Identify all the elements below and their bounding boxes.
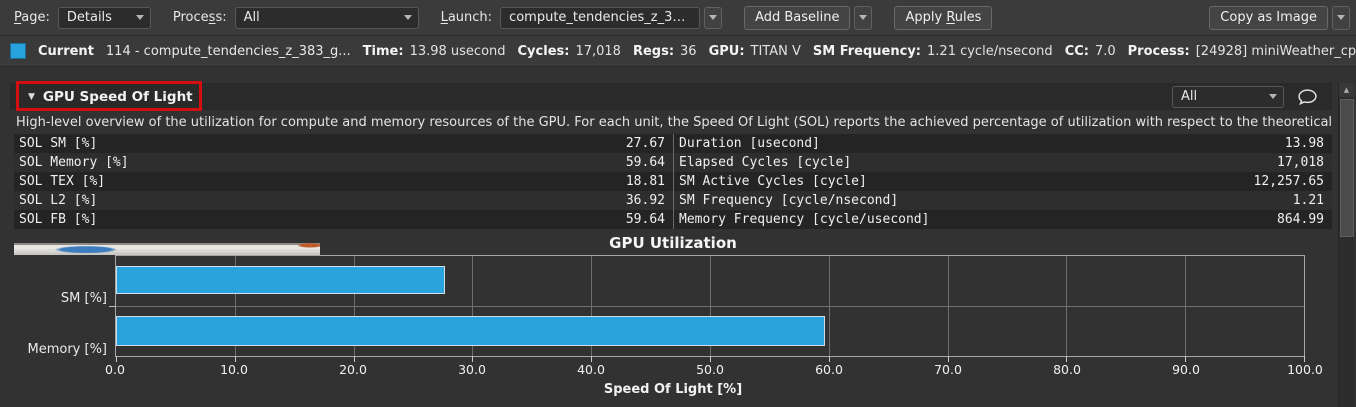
sol-table-left-column: SOL SM [%] 27.67 SOL Memory [%] 59.64 SOL …: [14, 134, 673, 229]
metric-sm-frequency: SM Frequency: 1.21 cycle/nsecond: [812, 43, 1053, 59]
add-baseline-button[interactable]: Add Baseline: [744, 5, 851, 30]
table-row: Memory Frequency [cycle/usecond] 864.99: [674, 210, 1332, 229]
sol-metrics-table: SOL SM [%] 27.67 SOL Memory [%] 59.64 SOL …: [14, 134, 1332, 229]
x-axis-tick: [1185, 356, 1187, 362]
collapse-arrow-icon[interactable]: ▼: [28, 91, 35, 102]
section-description: High-level overview of the utilization f…: [16, 115, 1332, 130]
category-label-sm: SM [%]: [60, 291, 107, 306]
x-axis-tick: [947, 356, 949, 362]
current-kernel-name: 114 - compute_tendencies_z_383_g...: [105, 43, 351, 59]
x-axis-tick: [710, 356, 711, 362]
table-row: SOL L2 [%] 36.92: [14, 191, 673, 210]
x-axis-tick: [116, 356, 117, 362]
x-axis-tick: [591, 356, 593, 362]
top-toolbar: Page: Details Process: All Launch: compu…: [0, 0, 1356, 36]
x-tick-label: 20.0: [339, 362, 367, 377]
launch-select-value: compute_tendencies_z_383_gpu: [509, 10, 693, 25]
x-tick-label: 30.0: [458, 362, 486, 377]
comment-button[interactable]: [1295, 86, 1319, 108]
apply-rules-label: Apply Rules: [905, 10, 982, 25]
x-tick-label: 90.0: [1172, 362, 1200, 377]
x-tick-label: 100.0: [1287, 362, 1323, 377]
x-axis-tick: [472, 356, 474, 362]
copy-as-image-button[interactable]: Copy as Image: [1209, 5, 1328, 30]
y-axis-tick: [109, 306, 116, 307]
x-tick-label: 60.0: [815, 362, 843, 377]
bar-sm: [116, 266, 445, 294]
section-filter-value: All: [1181, 89, 1198, 104]
bar-row-sm: [116, 266, 1304, 294]
table-row: SOL SM [%] 27.67: [14, 134, 673, 153]
page-select-value: Details: [66, 10, 112, 25]
x-axis-tick: [353, 356, 355, 362]
table-row: Elapsed Cycles [cycle] 17,018: [674, 153, 1332, 172]
x-axis-tick: [234, 356, 236, 362]
render-artifact: [14, 243, 320, 255]
chevron-down-icon: [135, 15, 144, 20]
triangle-up-icon: ▲: [1343, 86, 1350, 94]
x-tick-label: 0.0: [105, 362, 125, 377]
x-tick-label: 10.0: [220, 362, 248, 377]
category-label-memory: Memory [%]: [27, 342, 108, 357]
chart-title: GPU Utilization: [609, 234, 737, 252]
bar-memory: [116, 316, 825, 346]
process-label: Process:: [172, 10, 227, 25]
table-row: SM Frequency [cycle/nsecond] 1.21: [674, 191, 1332, 210]
metric-cycles: Cycles: 17,018: [517, 43, 621, 59]
launch-select-dropdown-button[interactable]: [704, 6, 723, 29]
page-label: Page:: [14, 10, 50, 25]
gridline: [116, 306, 1304, 307]
current-label: Current: [38, 43, 94, 59]
metric-gpu: GPU: TITAN V: [708, 43, 801, 59]
x-tick-label: 40.0: [577, 362, 605, 377]
x-tick-label: 70.0: [934, 362, 962, 377]
current-color-swatch: [10, 43, 26, 59]
metric-regs: Regs: 36: [632, 43, 697, 59]
process-select-value: All: [243, 10, 260, 25]
chevron-down-icon: [1337, 15, 1345, 20]
chevron-down-icon: [1269, 94, 1277, 99]
metric-cc: CC: 7.0: [1064, 43, 1116, 59]
x-axis-tick: [1066, 356, 1068, 362]
table-row: SM Active Cycles [cycle] 12,257.65: [674, 172, 1332, 191]
table-row: SOL TEX [%] 18.81: [14, 172, 673, 191]
scrollbar-up-button[interactable]: ▲: [1339, 83, 1354, 97]
metric-time: Time: 13.98 usecond: [362, 43, 506, 59]
copy-as-image-dropdown-button[interactable]: [1332, 5, 1350, 30]
scrollbar-thumb[interactable]: [1340, 99, 1354, 237]
section-filter-select[interactable]: All: [1172, 85, 1284, 108]
metric-process: Process: [24928] miniWeather_cpp: [1127, 43, 1356, 59]
plot-area: [109, 255, 1305, 362]
x-tick-label: 80.0: [1053, 362, 1081, 377]
x-axis-tick: [828, 356, 830, 362]
gpu-utilization-chart: GPU Utilization SM [%] Memory [%]: [14, 229, 1332, 407]
section-header-gpu-speed-of-light[interactable]: ▼ GPU Speed Of Light All: [10, 81, 1332, 111]
bar-row-memory: [116, 316, 1304, 346]
table-row: SOL Memory [%] 59.64: [14, 153, 673, 172]
apply-rules-button[interactable]: Apply Rules: [894, 5, 993, 30]
table-row: SOL FB [%] 59.64: [14, 210, 673, 229]
sol-table-right-column: Duration [usecond] 13.98 Elapsed Cycles […: [673, 134, 1332, 229]
chevron-down-icon: [403, 15, 412, 20]
page-select[interactable]: Details: [57, 6, 151, 29]
x-axis-tick-labels: 0.0 10.0 20.0 30.0 40.0 50.0 60.0 70.0 8…: [105, 362, 1323, 378]
x-axis-tick: [1304, 356, 1305, 362]
table-row: Duration [usecond] 13.98: [674, 134, 1332, 153]
x-tick-label: 50.0: [696, 362, 724, 377]
launch-select[interactable]: compute_tendencies_z_383_gpu: [500, 6, 701, 29]
process-select[interactable]: All: [234, 6, 419, 29]
vertical-scrollbar[interactable]: ▲: [1338, 83, 1354, 407]
section-title: GPU Speed Of Light: [42, 88, 193, 105]
current-result-row: Current 114 - compute_tendencies_z_383_g…: [0, 36, 1356, 67]
chevron-down-icon: [859, 15, 868, 20]
chevron-down-icon: [709, 15, 718, 20]
x-axis-label: Speed Of Light [%]: [603, 382, 743, 397]
launch-label: Launch:: [440, 10, 493, 25]
add-baseline-dropdown-button[interactable]: [854, 5, 873, 30]
speech-bubble-icon: [1297, 88, 1317, 105]
